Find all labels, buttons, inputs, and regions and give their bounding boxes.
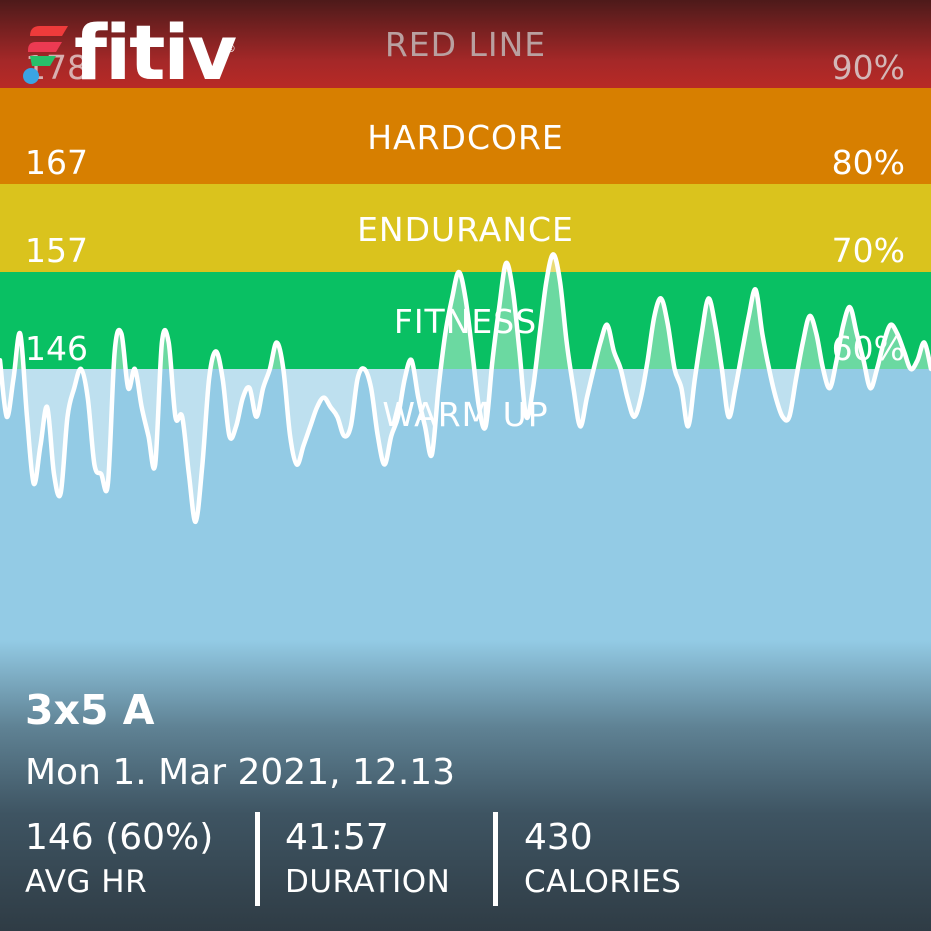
stat-calories: 430 CALORIES [524,816,681,904]
zone-label-fitness: FITNESS [393,302,538,341]
zone-pct-endurance: 70% [831,231,905,270]
heart-rate-line [0,252,931,525]
duration-value: 41:57 [285,817,389,858]
stat-divider [493,812,498,906]
calories-value: 430 [524,817,593,858]
stat-avg-hr: 146 (60%) AVG HR [25,816,213,904]
workout-title: 3x5 A [25,686,155,734]
duration-label: DURATION [285,864,451,900]
workout-date: Mon 1. Mar 2021, 12.13 [25,752,456,793]
stat-duration: 41:57 DURATION [285,816,450,904]
registered-mark: ® [225,42,236,55]
brand-wordmark: fitiv [74,8,237,97]
zone-pct-hardcore: 80% [831,143,905,182]
zone-label-endurance: ENDURANCE [357,210,574,249]
avg-hr-value: 146 (60%) [25,817,214,858]
zone-bpm-endurance: 157 [25,231,88,270]
zone-label-warm-up: WARM UP [382,395,549,434]
zone-bpm-hardcore: 167 [25,143,88,182]
calories-label: CALORIES [524,864,682,900]
zone-label-red-line: RED LINE [384,25,547,64]
zone-pct-fitness: 60% [831,329,905,368]
fitiv-logo: fitiv ® [22,8,242,97]
zone-band-endurance [0,184,931,272]
zone-label-hardcore: HARDCORE [367,118,564,157]
fitiv-mark-icon [23,26,68,84]
avg-hr-label: AVG HR [25,864,148,900]
zone-pct-red-line: 90% [831,48,905,87]
zone-band-red-line [0,0,931,88]
zone-bpm-fitness: 146 [25,329,88,368]
zone-band-hardcore [0,88,931,184]
workout-summary: 3x5 A Mon 1. Mar 2021, 12.13 146 (60%) A… [0,640,931,931]
stat-divider [255,812,260,906]
